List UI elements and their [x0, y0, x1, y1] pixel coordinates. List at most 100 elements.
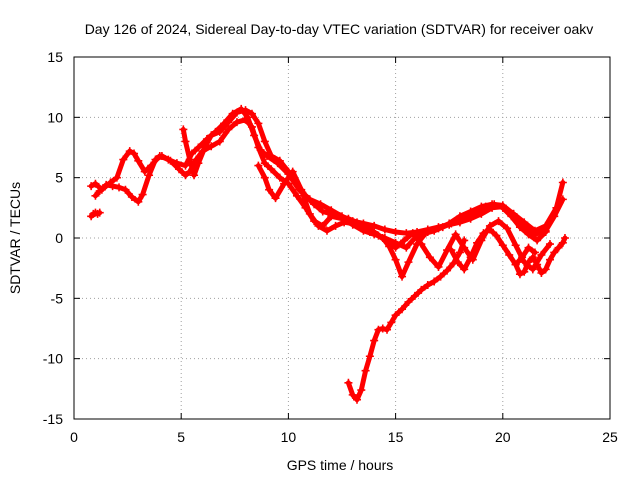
data-point: [365, 352, 374, 361]
data-point: [134, 156, 143, 165]
data-point: [185, 155, 194, 164]
data-point: [447, 246, 456, 255]
x-tick-label: 5: [177, 429, 185, 445]
data-point: [558, 195, 567, 204]
data-point: [485, 225, 494, 234]
data-point: [335, 212, 344, 221]
data-point: [181, 137, 190, 146]
data-point: [391, 311, 400, 320]
data-point: [455, 217, 464, 226]
data-point: [550, 212, 559, 221]
data-point: [436, 272, 445, 281]
data-point: [194, 159, 203, 168]
data-point: [207, 142, 216, 151]
data-point: [550, 248, 559, 257]
data-point: [473, 238, 482, 247]
series-track-c: [87, 208, 104, 221]
data-point: [464, 212, 473, 221]
data-point: [404, 297, 413, 306]
data-point: [374, 231, 383, 240]
data-point: [179, 125, 188, 134]
data-point: [460, 265, 469, 274]
data-point: [490, 200, 499, 209]
data-point: [460, 236, 469, 245]
data-point: [400, 236, 409, 245]
data-point: [524, 230, 533, 239]
data-point: [224, 125, 233, 134]
data-point: [115, 183, 124, 192]
x-tick-label: 10: [281, 429, 297, 445]
data-point: [260, 159, 269, 168]
data-point: [127, 192, 136, 201]
data-point: [524, 258, 533, 267]
data-point: [232, 118, 241, 127]
data-point: [95, 186, 104, 195]
data-point: [87, 182, 96, 191]
data-point: [112, 173, 121, 182]
data-point: [340, 218, 349, 227]
x-tick-label: 15: [388, 429, 404, 445]
y-tick-label: 15: [47, 49, 63, 65]
data-point: [528, 253, 537, 262]
y-tick-label: -10: [43, 351, 63, 367]
data-point: [443, 266, 452, 275]
tick-labels: 0 5 10 15 20 25 -15 -10 -5 0 5 10 15: [43, 49, 618, 445]
data-point: [215, 137, 224, 146]
data-point: [387, 318, 396, 327]
data-point: [361, 366, 370, 375]
series-line: [448, 227, 538, 272]
data-point: [353, 395, 362, 404]
data-point: [275, 156, 284, 165]
data-point: [438, 223, 447, 232]
data-point: [503, 224, 512, 233]
data-point: [479, 229, 488, 238]
data-point: [498, 241, 507, 250]
data-point: [494, 217, 503, 226]
data-point: [404, 258, 413, 267]
data-point: [348, 219, 357, 228]
data-point: [181, 161, 190, 170]
data-point: [545, 240, 554, 249]
data-point: [408, 229, 417, 238]
data-point: [145, 171, 154, 180]
data-point: [108, 182, 117, 191]
data-point: [558, 238, 567, 247]
series-line: [255, 163, 553, 272]
data-point: [314, 221, 323, 230]
data-point: [318, 207, 327, 216]
data-point: [357, 386, 366, 395]
data-point: [215, 127, 224, 136]
y-tick-label: -15: [43, 411, 63, 427]
data-point: [430, 226, 439, 235]
data-point: [254, 119, 263, 128]
chart-title: Day 126 of 2024, Sidereal Day-to-day VTE…: [85, 21, 594, 37]
data-point: [391, 227, 400, 236]
data-point: [425, 253, 434, 262]
data-point: [348, 390, 357, 399]
data-point: [391, 255, 400, 264]
data-point: [91, 191, 100, 200]
data-point: [157, 151, 166, 160]
data-point: [391, 243, 400, 252]
data-point: [398, 272, 407, 281]
data-point: [511, 241, 520, 250]
plot-data: [87, 104, 569, 404]
data-point: [524, 243, 533, 252]
data-point: [254, 143, 263, 152]
data-point: [447, 219, 456, 228]
data-point: [520, 267, 529, 276]
data-point: [260, 173, 269, 182]
data-point: [417, 285, 426, 294]
data-point: [370, 336, 379, 345]
data-point: [365, 227, 374, 236]
data-point: [533, 236, 542, 245]
data-point: [455, 248, 464, 257]
data-point: [537, 250, 546, 259]
data-point: [481, 202, 490, 211]
data-point: [121, 185, 130, 194]
data-point: [410, 291, 419, 300]
data-point: [453, 258, 462, 267]
data-point: [398, 305, 407, 314]
data-point: [310, 200, 319, 209]
data-point: [130, 149, 139, 158]
